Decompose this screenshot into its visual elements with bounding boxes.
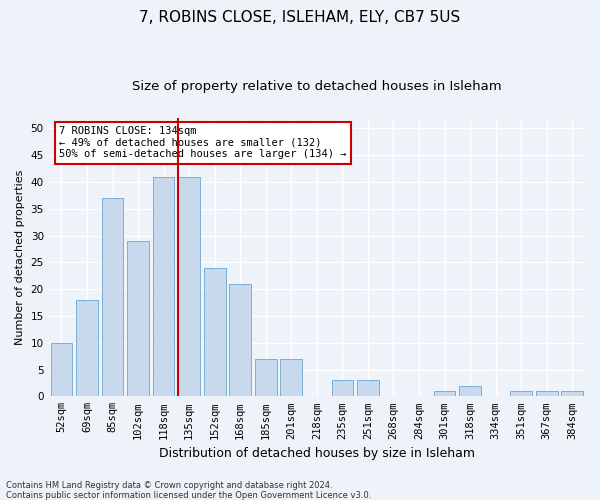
Bar bbox=[357, 380, 379, 396]
Bar bbox=[562, 391, 583, 396]
Text: Contains public sector information licensed under the Open Government Licence v3: Contains public sector information licen… bbox=[6, 490, 371, 500]
Bar bbox=[101, 198, 124, 396]
X-axis label: Distribution of detached houses by size in Isleham: Distribution of detached houses by size … bbox=[159, 447, 475, 460]
Bar bbox=[153, 176, 175, 396]
Bar bbox=[255, 359, 277, 397]
Title: Size of property relative to detached houses in Isleham: Size of property relative to detached ho… bbox=[132, 80, 502, 93]
Bar bbox=[434, 391, 455, 396]
Bar bbox=[76, 300, 98, 396]
Text: 7 ROBINS CLOSE: 134sqm
← 49% of detached houses are smaller (132)
50% of semi-de: 7 ROBINS CLOSE: 134sqm ← 49% of detached… bbox=[59, 126, 347, 160]
Bar bbox=[50, 342, 72, 396]
Text: Contains HM Land Registry data © Crown copyright and database right 2024.: Contains HM Land Registry data © Crown c… bbox=[6, 480, 332, 490]
Y-axis label: Number of detached properties: Number of detached properties bbox=[15, 170, 25, 344]
Bar bbox=[127, 241, 149, 396]
Text: 7, ROBINS CLOSE, ISLEHAM, ELY, CB7 5US: 7, ROBINS CLOSE, ISLEHAM, ELY, CB7 5US bbox=[139, 10, 461, 25]
Bar bbox=[229, 284, 251, 397]
Bar bbox=[510, 391, 532, 396]
Bar bbox=[280, 359, 302, 397]
Bar bbox=[178, 176, 200, 396]
Bar bbox=[204, 268, 226, 396]
Bar bbox=[459, 386, 481, 396]
Bar bbox=[332, 380, 353, 396]
Bar bbox=[536, 391, 557, 396]
